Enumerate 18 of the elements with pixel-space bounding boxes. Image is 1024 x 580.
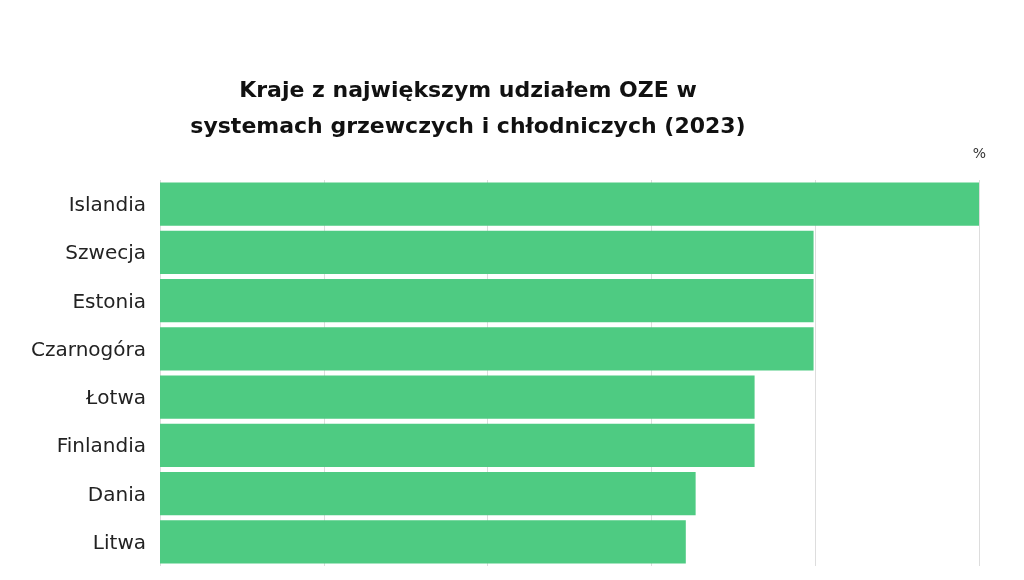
bar — [160, 230, 814, 275]
bar — [160, 278, 814, 323]
bar — [160, 182, 979, 226]
y-tick-label: Czarnogóra — [31, 336, 146, 361]
y-tick-label: Estonia — [72, 288, 146, 313]
bar — [160, 423, 755, 468]
bar — [160, 375, 755, 419]
y-tick-label: Łotwa — [85, 385, 146, 410]
y-tick-label: Litwa — [92, 529, 146, 554]
chart-title: Kraje z największym udziałem OZE w systemach grzewczych i chłodniczych (2023) — [190, 76, 746, 138]
x-axis-title: % — [972, 145, 987, 161]
y-tick-label: Islandia — [68, 192, 146, 217]
bar — [160, 520, 686, 564]
bar — [160, 327, 814, 371]
bar — [160, 471, 696, 516]
y-tick-label: Szwecja — [65, 240, 146, 265]
y-tick-label: Finlandia — [56, 433, 146, 458]
y-tick-label: Dania — [87, 481, 146, 506]
